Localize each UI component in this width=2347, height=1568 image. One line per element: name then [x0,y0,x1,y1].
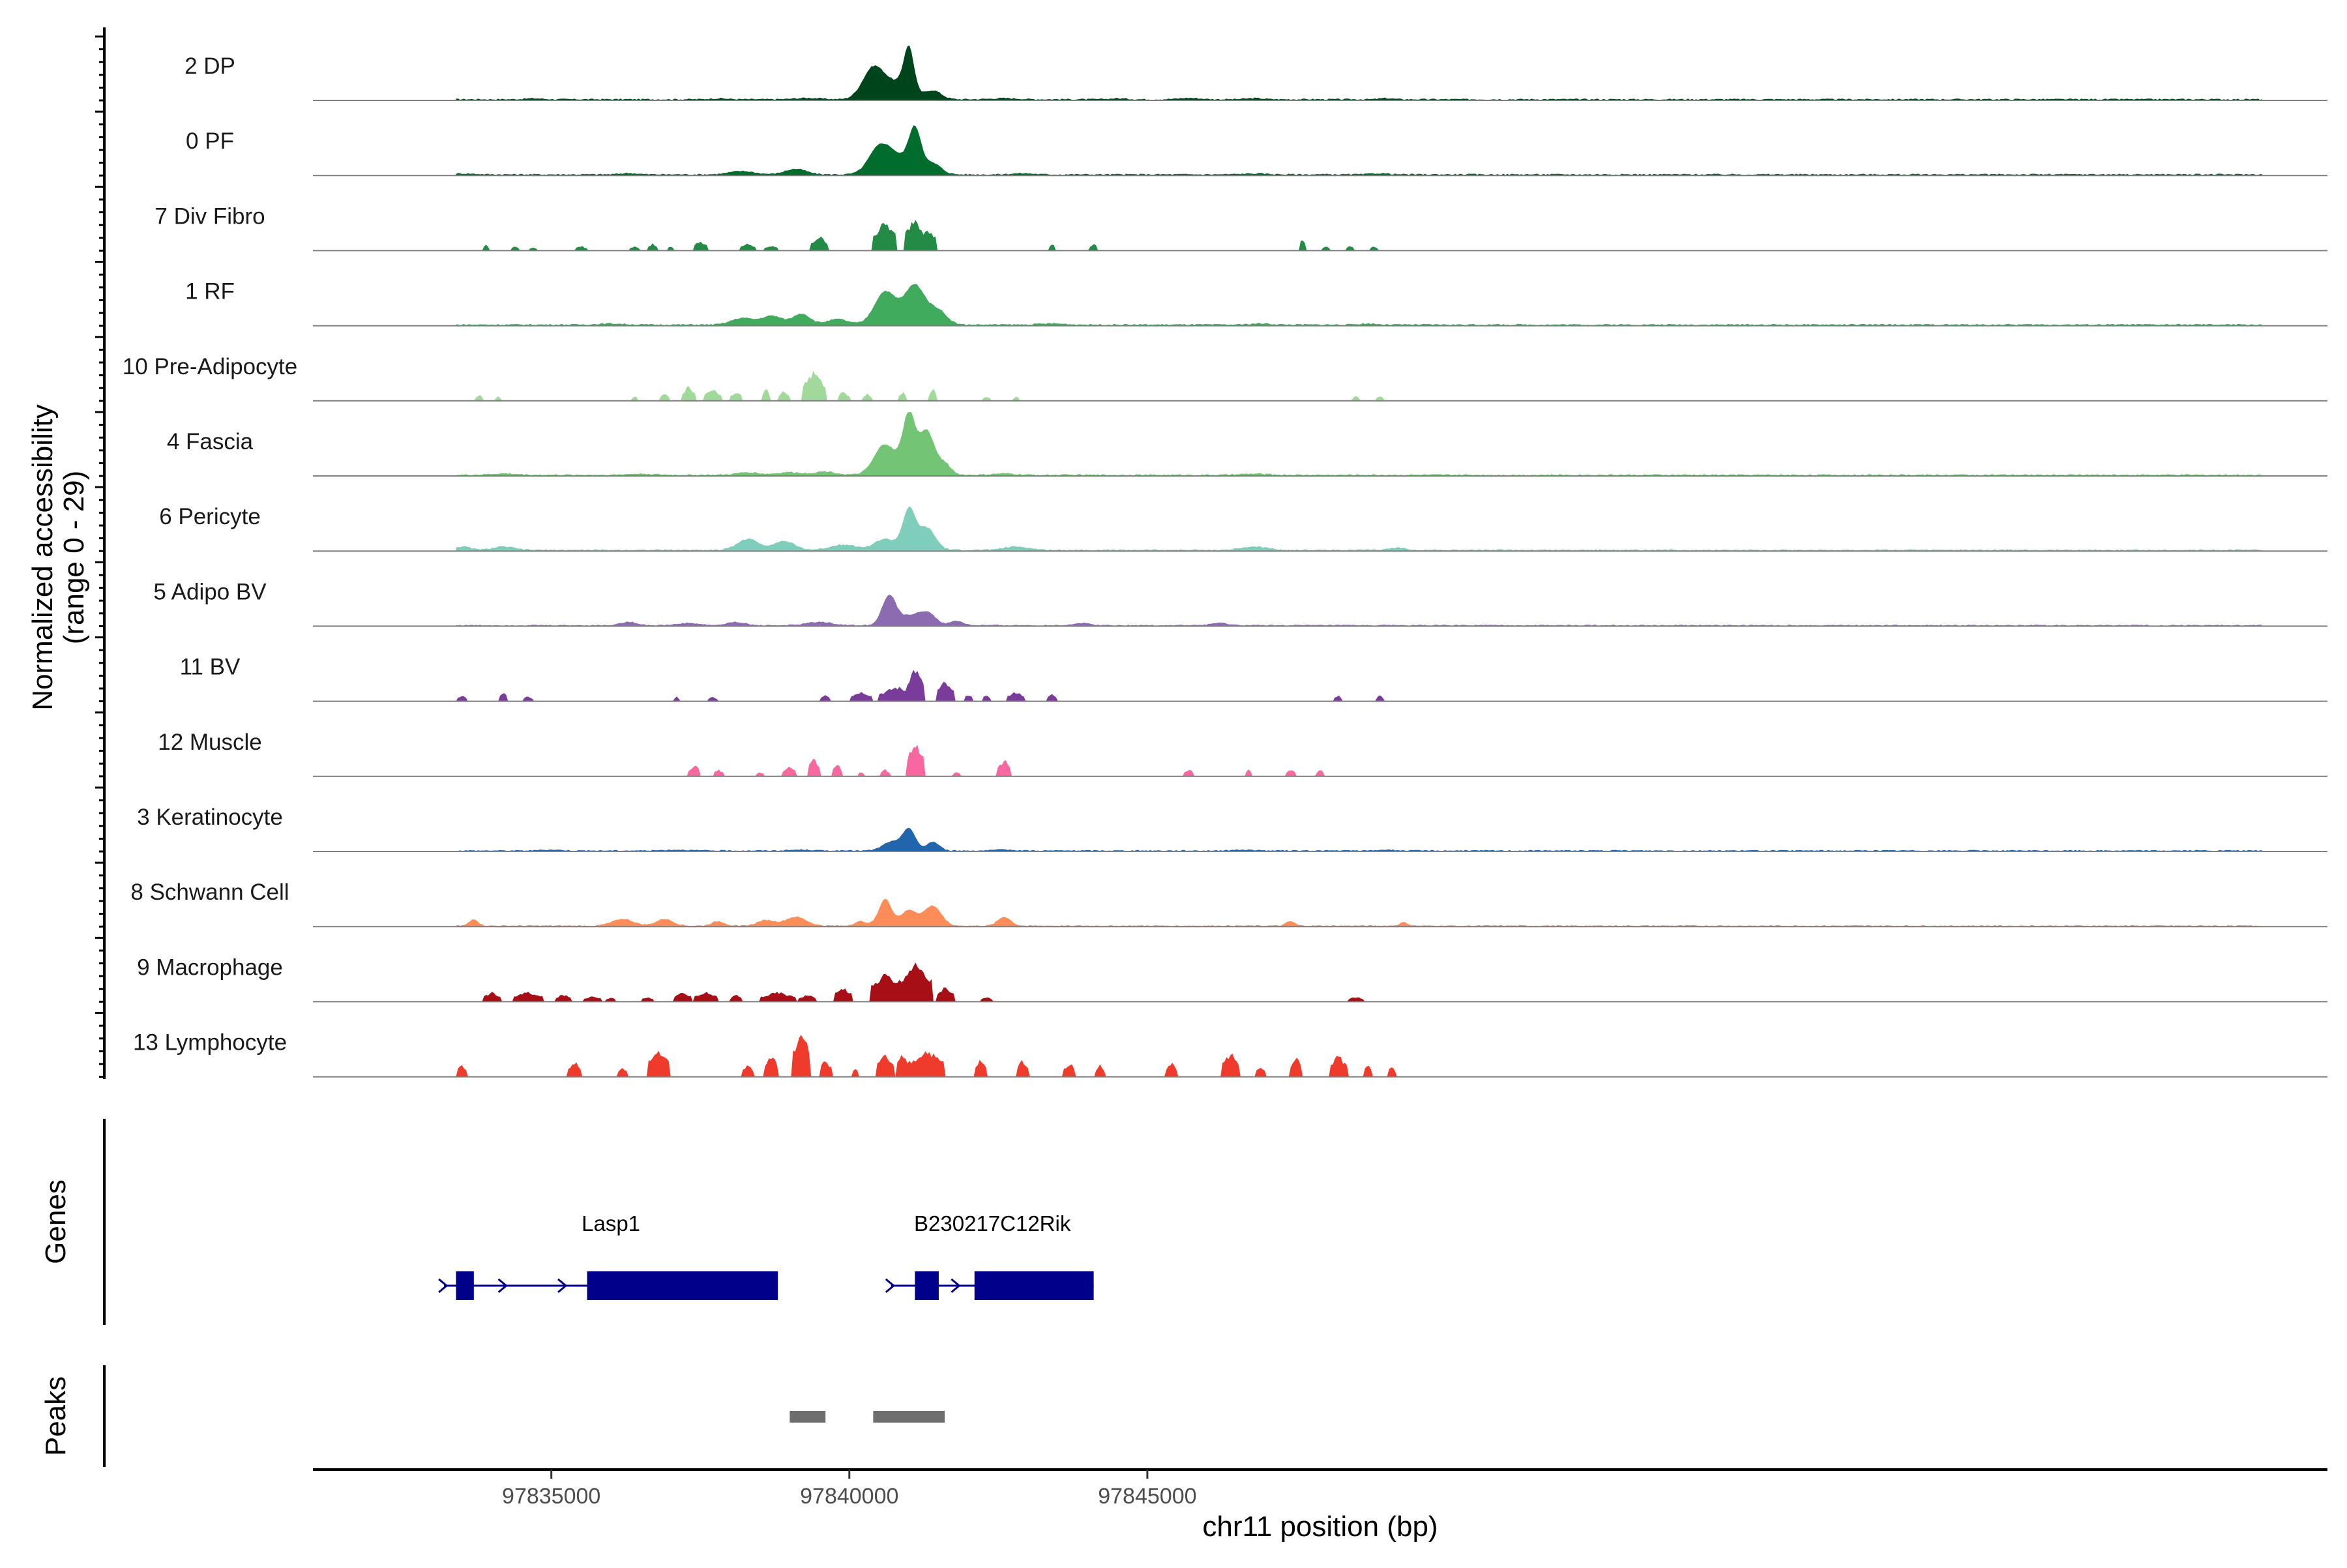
coverage-area-7 [456,506,2262,552]
x-tick-label: 97840000 [800,1484,898,1509]
track-12: 8 Schwann Cell [130,880,2327,928]
track-label: 12 Muscle [158,730,262,755]
coverage-area-6 [456,412,2262,476]
track-label: 0 PF [186,128,234,154]
track-1: 2 DP [185,45,2327,101]
track-label: 11 BV [180,655,241,680]
track-label: 10 Pre-Adipocyte [123,354,297,379]
track-3: 7 Div Fibro [155,203,2327,252]
track-6: 4 Fascia [167,412,2327,477]
coverage-area-3 [456,220,2262,251]
track-label: 13 Lymphocyte [133,1030,287,1056]
track-label: 1 RF [185,279,235,304]
peak-region [873,1411,945,1423]
track-5: 10 Pre-Adipocyte [123,354,2327,402]
track-7: 6 Pericyte [159,504,2327,552]
track-4: 1 RF [185,279,2327,327]
track-14: 13 Lymphocyte [133,1030,2327,1078]
track-label: 6 Pericyte [159,504,261,529]
track-label: 5 Adipo BV [153,579,267,604]
track-label: 9 Macrophage [137,954,283,980]
x-tick-label: 97845000 [1098,1484,1196,1509]
coverage-area-12 [456,898,2262,927]
coverage-area-10 [456,745,2262,777]
coverage-area-14 [456,1035,2262,1077]
genes-track: Lasp1 B230217C12Rik [438,1211,1094,1300]
gene-label: Lasp1 [582,1211,640,1235]
gene-exon [915,1271,939,1300]
peaks-track [790,1411,945,1423]
strand-arrow-icon [557,1278,568,1294]
x-axis-title: chr11 position (bp) [1202,1511,1438,1543]
y-axis-title-line1: Normalized accessibility [27,404,59,710]
gene-exon [456,1271,474,1300]
track-13: 9 Macrophage [137,954,2327,1003]
track-label: 4 Fascia [167,429,254,454]
gene-exon [587,1271,778,1300]
track-11: 3 Keratinocyte [137,805,2327,852]
coverage-area-8 [456,594,2262,627]
peaks-panel-title: Peaks [40,1376,72,1456]
track-10: 12 Muscle [158,730,2327,777]
strand-arrow-icon [885,1278,896,1294]
track-label: 7 Div Fibro [155,203,265,229]
x-tick-label: 97835000 [502,1484,600,1509]
coverage-area-4 [456,284,2262,326]
track-8: 5 Adipo BV [153,579,2327,627]
gene-2: B230217C12Rik [885,1211,1094,1300]
peak-region [790,1411,826,1423]
coverage-area-11 [456,827,2262,851]
coverage-area-5 [456,370,2262,401]
track-label: 3 Keratinocyte [137,805,283,830]
gene-exon [974,1271,1094,1300]
gene-1: Lasp1 [438,1211,778,1300]
gene-label: B230217C12Rik [914,1211,1071,1235]
coverage-area-9 [456,670,2262,702]
track-2: 0 PF [186,125,2327,177]
track-label: 8 Schwann Cell [130,880,289,905]
coverage-tracks: 2 DP 0 PF 7 Div Fibro 1 RF 10 Pre-Adipocyte 4… [95,27,2327,1079]
strand-arrow-icon [497,1278,508,1294]
track-label: 2 DP [185,53,235,79]
coverage-area-13 [456,962,2262,1002]
x-axis-ticks: 97835000 97840000 97845000 [502,1470,1197,1509]
strand-arrow-icon [951,1278,961,1294]
genes-panel-title: Genes [40,1179,72,1264]
coverage-area-1 [456,45,2262,100]
coverage-area-2 [456,125,2262,176]
strand-arrow-icon [438,1278,449,1294]
y-axis-title-line2: (range 0 - 29) [58,471,90,645]
track-9: 11 BV [180,655,2327,702]
